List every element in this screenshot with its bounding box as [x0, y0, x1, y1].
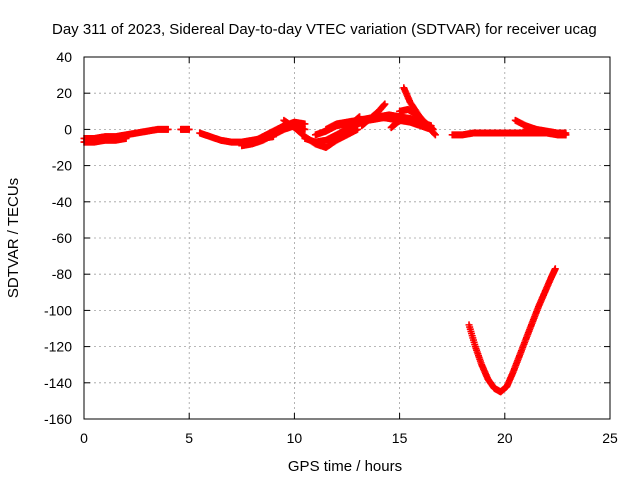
y-tick-label: -100: [44, 302, 72, 318]
y-axis-title: SDTVAR / TECUs: [5, 178, 22, 298]
data-points: [80, 84, 570, 396]
y-tick-label: -160: [44, 411, 72, 427]
y-tick-label: -40: [52, 194, 72, 210]
data-point: [562, 131, 570, 139]
data-point: [431, 131, 439, 139]
y-tick-label: 40: [56, 49, 72, 65]
x-tick-label: 15: [392, 430, 408, 446]
data-point: [381, 100, 389, 108]
chart-title: Day 311 of 2023, Sidereal Day-to-day VTE…: [52, 21, 597, 38]
y-tick-label: 20: [56, 85, 72, 101]
x-tick-label: 25: [602, 430, 618, 446]
data-point: [551, 265, 559, 273]
data-point: [429, 125, 437, 133]
axes: [83, 56, 611, 420]
data-point: [185, 125, 193, 133]
tick-labels: -160 -140 -120 -100 -80 -60 -40 -20 0 20 40 0 5 10 15 2…: [44, 49, 618, 446]
x-tick-label: 5: [185, 430, 193, 446]
x-tick-label: 0: [80, 430, 88, 446]
data-point: [431, 130, 439, 138]
data-point: [356, 113, 364, 121]
data-point: [122, 134, 130, 142]
x-tick-label: 10: [287, 430, 303, 446]
y-tick-label: -140: [44, 375, 72, 391]
x-tick-label: 20: [497, 430, 513, 446]
plot-frame: [83, 56, 611, 420]
y-tick-label: -20: [52, 158, 72, 174]
data-point: [301, 120, 309, 128]
y-tick-label: -60: [52, 230, 72, 246]
data-point: [164, 125, 172, 133]
data-point: [400, 115, 408, 123]
x-axis-title: GPS time / hours: [288, 458, 402, 475]
y-tick-label: -80: [52, 266, 72, 282]
y-tick-label: 0: [64, 121, 72, 137]
grid: [84, 57, 610, 419]
y-tick-label: -120: [44, 339, 72, 355]
